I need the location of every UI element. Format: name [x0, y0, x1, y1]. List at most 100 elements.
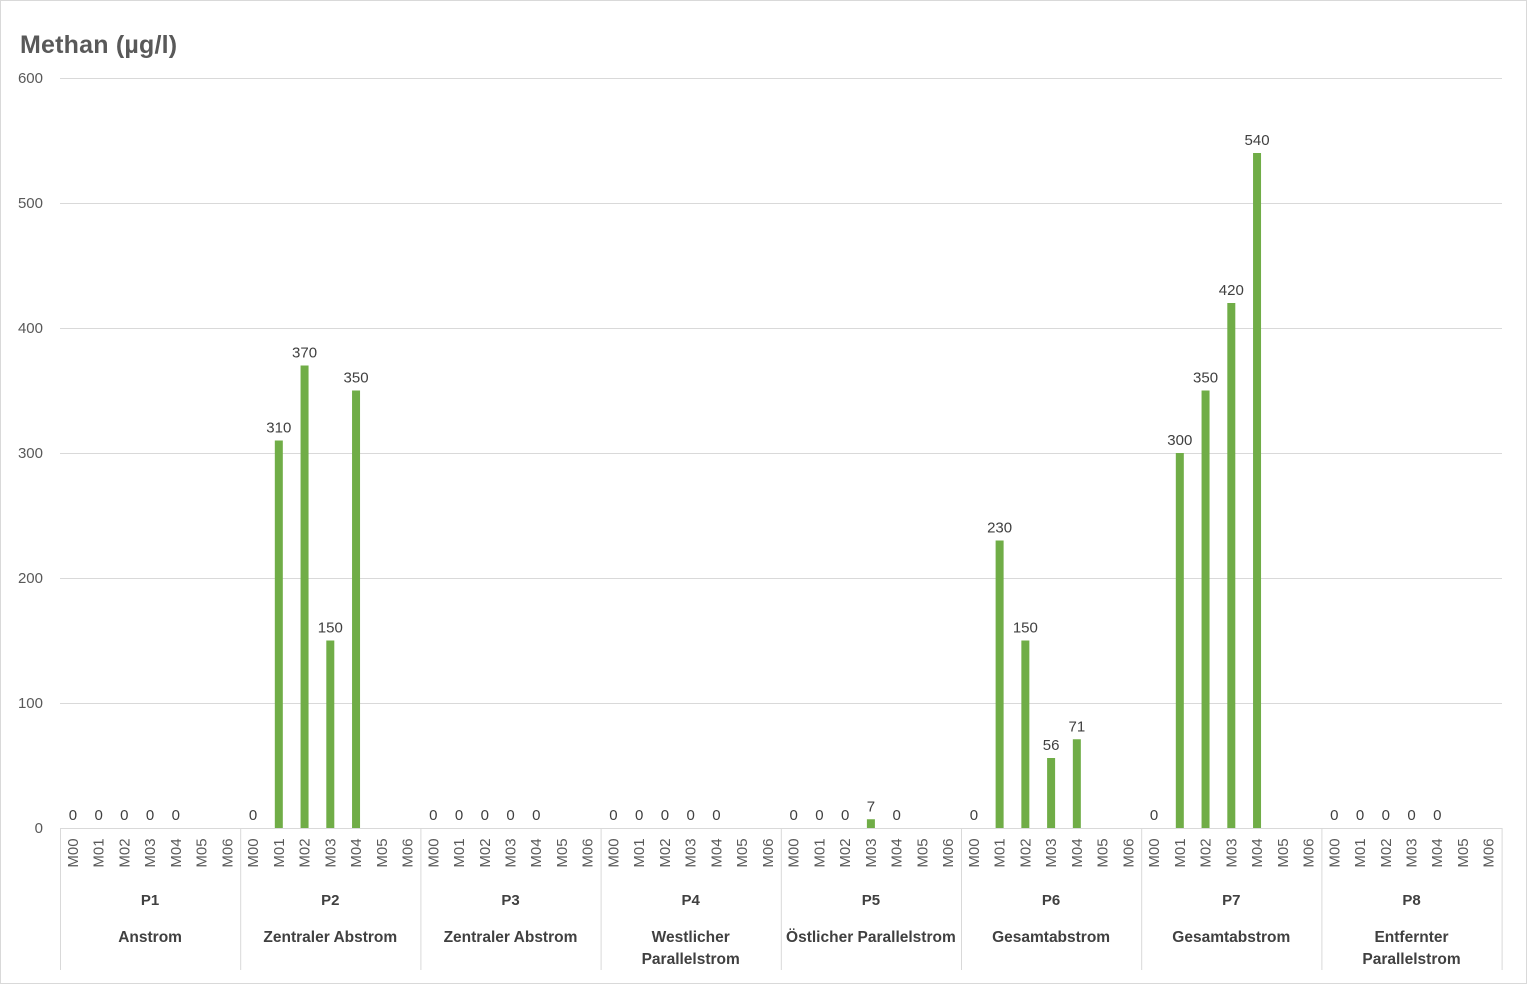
x-tick-label: M06	[400, 838, 417, 867]
x-tick-label: M04	[708, 838, 725, 867]
x-tick-label: M02	[1198, 838, 1215, 867]
x-tick-label: M02	[657, 838, 674, 867]
x-tick-label: M04	[1429, 838, 1446, 867]
site-description-label: Östlicher Parallelstrom	[786, 929, 956, 946]
data-label: 71	[1068, 718, 1085, 735]
x-tick-label: M06	[1301, 838, 1318, 867]
data-label: 420	[1219, 282, 1244, 299]
x-tick-label: M03	[1043, 838, 1060, 867]
data-label: 0	[841, 807, 849, 824]
x-tick-label: M01	[811, 838, 828, 867]
data-label: 0	[481, 807, 489, 824]
data-label: 56	[1043, 737, 1060, 754]
data-label: 150	[318, 620, 343, 637]
data-label: 7	[867, 798, 875, 815]
data-label: 0	[687, 807, 695, 824]
x-tick-label: M06	[580, 838, 597, 867]
x-tick-label: M03	[1223, 838, 1240, 867]
site-label: P7	[1222, 892, 1240, 909]
y-tick-label: 200	[18, 570, 43, 587]
data-label: 350	[1193, 370, 1218, 387]
x-tick-label: M00	[425, 838, 442, 867]
data-label: 0	[609, 807, 617, 824]
data-label: 0	[172, 807, 180, 824]
x-tick-label: M00	[786, 838, 803, 867]
x-tick-label: M00	[605, 838, 622, 867]
x-tick-label: M01	[1172, 838, 1189, 867]
y-tick-label: 600	[18, 70, 43, 87]
site-description-label: Gesamtabstrom	[1172, 929, 1290, 946]
data-label: 0	[120, 807, 128, 824]
data-label: 370	[292, 345, 317, 362]
data-label: 0	[532, 807, 540, 824]
site-label: P8	[1402, 892, 1420, 909]
x-tick-label: M02	[297, 838, 314, 867]
data-label: 350	[344, 370, 369, 387]
y-tick-label: 400	[18, 320, 43, 337]
site-description-label: Anstrom	[118, 929, 182, 946]
x-tick-label: M02	[1017, 838, 1034, 867]
x-tick-label: M01	[91, 838, 108, 867]
data-label: 0	[146, 807, 154, 824]
data-label: 300	[1167, 432, 1192, 449]
x-tick-label: M03	[503, 838, 520, 867]
bar	[1253, 153, 1262, 828]
x-tick-label: M03	[683, 838, 700, 867]
x-tick-label: M06	[1481, 838, 1498, 867]
bar	[1175, 453, 1184, 828]
x-tick-label: M04	[1069, 838, 1086, 867]
x-tick-label: M02	[477, 838, 494, 867]
data-label: 0	[69, 807, 77, 824]
x-tick-label: M05	[374, 838, 391, 867]
site-label: P2	[321, 892, 339, 909]
site-label: P1	[141, 892, 159, 909]
x-tick-label: M00	[65, 838, 82, 867]
bar	[300, 365, 309, 828]
x-tick-label: M04	[348, 838, 365, 867]
x-tick-label: M01	[992, 838, 1009, 867]
site-label: P3	[501, 892, 519, 909]
x-tick-label: M04	[889, 838, 906, 867]
site-label: P6	[1042, 892, 1060, 909]
data-label: 0	[1150, 807, 1158, 824]
x-tick-label: M05	[1455, 838, 1472, 867]
x-tick-label: M00	[1146, 838, 1163, 867]
data-label: 540	[1245, 132, 1270, 149]
site-label: P5	[862, 892, 880, 909]
x-tick-label: M01	[1352, 838, 1369, 867]
data-label: 0	[970, 807, 978, 824]
x-tick-label: M03	[1404, 838, 1421, 867]
x-tick-label: M02	[1378, 838, 1395, 867]
data-label: 230	[987, 520, 1012, 537]
bar	[1227, 303, 1236, 828]
data-label: 0	[455, 807, 463, 824]
x-tick-label: M05	[734, 838, 751, 867]
bar	[352, 390, 361, 828]
y-tick-label: 0	[35, 820, 43, 837]
data-label: 0	[1407, 807, 1415, 824]
x-tick-label: M02	[116, 838, 133, 867]
x-tick-label: M05	[194, 838, 211, 867]
x-tick-label: M04	[528, 838, 545, 867]
y-tick-label: 300	[18, 445, 43, 462]
data-label: 0	[1330, 807, 1338, 824]
x-tick-label: M03	[863, 838, 880, 867]
x-tick-label: M03	[142, 838, 159, 867]
y-tick-label: 500	[18, 195, 43, 212]
data-label: 0	[249, 807, 257, 824]
x-tick-label: M05	[1095, 838, 1112, 867]
bar	[866, 819, 875, 828]
x-tick-label: M02	[837, 838, 854, 867]
x-tick-label: M05	[914, 838, 931, 867]
bar	[1047, 758, 1056, 828]
site-description-label: Gesamtabstrom	[992, 929, 1110, 946]
x-tick-label: M04	[1249, 838, 1266, 867]
bar	[1021, 640, 1030, 828]
data-label: 0	[815, 807, 823, 824]
x-tick-label: M06	[219, 838, 236, 867]
bar	[995, 540, 1004, 828]
x-tick-label: M01	[631, 838, 648, 867]
x-tick-label: M00	[245, 838, 262, 867]
